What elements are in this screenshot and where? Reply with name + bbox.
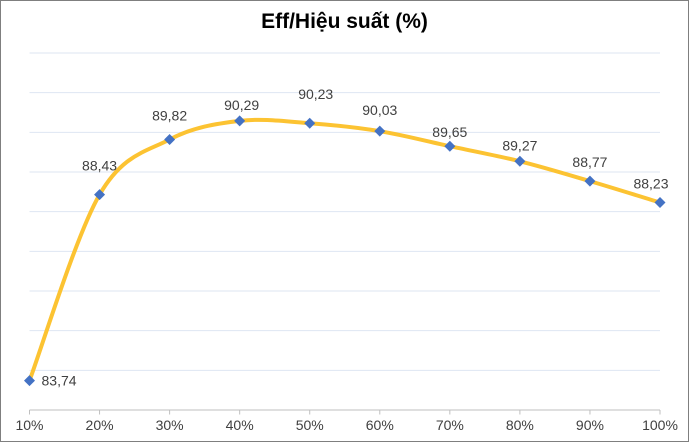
data-point-marker (514, 155, 526, 167)
x-axis-tick-label: 10% (15, 417, 43, 433)
data-point-marker (164, 133, 176, 145)
data-point-marker (94, 189, 106, 201)
x-axis-tick-label: 100% (642, 417, 678, 433)
data-point-label: 89,65 (432, 124, 467, 140)
data-point-label: 90,29 (224, 97, 259, 113)
data-point-label: 90,03 (362, 102, 397, 118)
x-axis-tick-label: 80% (506, 417, 534, 433)
data-point-label: 88,77 (572, 154, 607, 170)
data-point-marker (584, 175, 596, 187)
data-point-label: 83,74 (42, 373, 77, 389)
data-point-marker (234, 115, 246, 127)
data-point-marker (304, 117, 316, 129)
x-axis-tick-label: 40% (226, 417, 254, 433)
data-point-marker (444, 140, 456, 152)
x-axis-tick-label: 90% (576, 417, 604, 433)
x-axis-tick-label: 20% (86, 417, 114, 433)
chart-title: Eff/Hiệu suất (%) (261, 10, 428, 33)
series-line (27, 117, 662, 383)
data-point-marker (654, 197, 666, 209)
data-point-label: 90,23 (298, 86, 333, 102)
data-point-label: 89,27 (502, 137, 537, 153)
data-point-marker (374, 125, 386, 137)
x-axis-tick-label: 30% (156, 417, 184, 433)
data-point-label: 89,82 (152, 107, 187, 123)
data-point-marker (24, 375, 35, 387)
x-axis-tick-label: 70% (436, 417, 464, 433)
x-axis-tick-label: 60% (366, 417, 394, 433)
data-point-label: 88,43 (82, 158, 117, 174)
x-axis-tick-label: 50% (296, 417, 324, 433)
data-point-label: 88,23 (633, 176, 668, 192)
